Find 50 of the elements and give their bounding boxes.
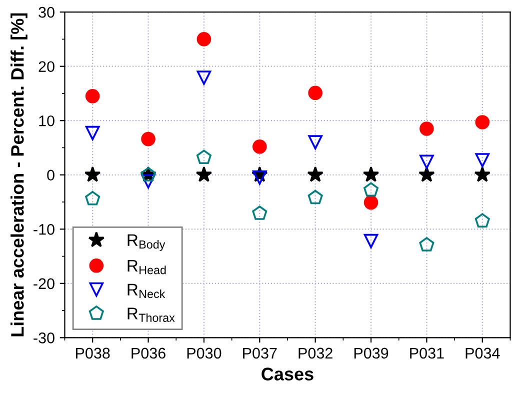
- point: [475, 115, 490, 130]
- y-tick-label: -20: [34, 278, 54, 290]
- legend-label: R$_{Thorax}$: [128, 308, 175, 322]
- point: [418, 166, 435, 182]
- y-tick-label: -30: [34, 332, 54, 344]
- point: [196, 32, 212, 46]
- point: [420, 154, 434, 169]
- y-tick-label: 10: [39, 115, 54, 126]
- point: [419, 237, 434, 252]
- point: [196, 166, 212, 182]
- point: [362, 166, 380, 182]
- x-tick-label: P031: [410, 348, 444, 359]
- point: [196, 70, 212, 85]
- point: [84, 166, 101, 182]
- point: [475, 153, 490, 168]
- point: [141, 132, 156, 146]
- point: [252, 170, 267, 185]
- point: [252, 206, 268, 220]
- y-axis-title: Linear acceleration - Percent. Diff. [%]: [10, 13, 28, 336]
- x-tick-label: P039: [354, 348, 388, 359]
- point: [364, 234, 378, 248]
- point: [85, 89, 100, 104]
- point: [252, 139, 267, 154]
- x-tick-label: P037: [243, 348, 277, 359]
- legend-label: R$_{Body}$: [128, 234, 166, 251]
- legend-label: R$_{Head}$: [128, 260, 166, 274]
- point: [474, 166, 491, 182]
- point: [308, 135, 322, 150]
- point: [364, 182, 379, 197]
- point: [196, 150, 212, 164]
- point: [308, 190, 323, 204]
- y-tick-label: 30: [38, 6, 54, 18]
- point: [308, 86, 322, 100]
- point: [85, 126, 100, 140]
- x-tick-label: P032: [298, 348, 332, 359]
- x-axis-title: Cases: [262, 368, 314, 380]
- y-tick-label: 20: [38, 61, 54, 72]
- y-tick-label: 0: [47, 170, 54, 181]
- legend-label: R$_{Neck}$: [128, 284, 166, 298]
- point: [364, 195, 378, 210]
- point: [141, 174, 156, 189]
- point: [474, 213, 490, 228]
- y-tick-label: -10: [34, 224, 54, 235]
- x-tick-label: P038: [76, 348, 110, 359]
- point: [420, 122, 434, 136]
- x-tick-label: P030: [187, 348, 222, 359]
- point: [85, 190, 100, 206]
- x-tick-label: P034: [466, 348, 500, 359]
- x-tick-label: P036: [132, 348, 166, 359]
- point: [307, 166, 324, 182]
